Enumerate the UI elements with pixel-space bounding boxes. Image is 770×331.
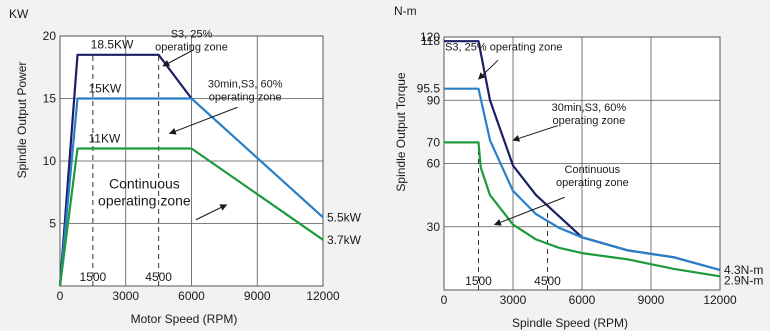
power-y-axis-label: Spindle Output Power <box>15 62 29 179</box>
series-line-2 <box>444 141 721 278</box>
x-tick-label: 12000 <box>306 289 340 303</box>
operating-zone-label-line: Continuous <box>109 176 180 192</box>
torque-x-axis-label: Spindle Speed (RPM) <box>512 316 628 330</box>
x-tick-label: 0 <box>57 289 64 303</box>
operating-zone-label-line: operating zone <box>155 41 228 53</box>
torque-unit-label: N-m <box>394 4 417 18</box>
reference-line-label: 1500 <box>80 270 107 284</box>
operating-zone-label: S3, 25% operating zone <box>445 42 562 54</box>
operating-zone-label-line: S3, 25% <box>171 28 213 40</box>
y-tick-label: 20 <box>43 29 57 43</box>
operating-zone-label-line: operating zone <box>556 177 629 189</box>
series-line-0 <box>58 53 193 287</box>
y-tick-label: 90 <box>427 93 441 107</box>
operating-zone-label-line: 30min,S3, 60% <box>208 78 283 90</box>
end-value-label: 5.5kW <box>327 210 362 224</box>
end-value-label: 4.3N-m <box>724 263 763 277</box>
y-tick-label: 60 <box>427 157 441 171</box>
operating-zone-arrow <box>168 106 238 135</box>
operating-zone-label: Continuous operating zone <box>98 176 191 209</box>
series-line-1 <box>444 87 721 272</box>
x-tick-label: 9000 <box>638 293 665 307</box>
reference-line-label: 1500 <box>465 274 492 288</box>
power-chart: KW Spindle Output Power Motor Speed (RPM… <box>9 7 362 326</box>
operating-zone-label: 30min,S3, 60% operating zone <box>552 102 627 127</box>
operating-zone-arrow <box>162 49 194 67</box>
operating-zone-label: Continuous operating zone <box>556 164 629 189</box>
power-plot-area: 0 3000 6000 9000 12000 5 10 15 20 1500 4500 18.5KW 1… <box>43 28 362 303</box>
operating-zone-arrow <box>477 59 499 80</box>
operating-zone-label-line: Continuous <box>565 164 621 176</box>
operating-zone-arrow <box>195 204 228 221</box>
x-tick-label: 3000 <box>500 293 527 307</box>
y-tick-label: 10 <box>43 154 57 168</box>
x-tick-label: 12000 <box>703 293 737 307</box>
x-tick-label: 3000 <box>112 289 139 303</box>
peak-value-label: 18.5KW <box>91 38 134 52</box>
operating-zone-label-line: operating zone <box>553 115 626 127</box>
operating-zone-arrow <box>512 125 559 142</box>
y-tick-label: 70 <box>427 135 441 149</box>
operating-zone-label-line: operating zone <box>209 91 282 103</box>
torque-chart: N-m Spindle Output Torque Spindle Speed … <box>394 4 763 330</box>
operating-zone-label: 30min,S3, 60% operating zone <box>208 78 283 103</box>
power-unit-label: KW <box>9 7 29 21</box>
end-value-label: 3.7kW <box>327 233 362 247</box>
series-line-2 <box>58 147 324 287</box>
series-line-1 <box>58 97 324 287</box>
y-tick-label: 30 <box>427 220 441 234</box>
reference-line-label: 4500 <box>534 274 561 288</box>
operating-zone-label: S3, 25% operating zone <box>155 28 228 53</box>
y-tick-label: 120 <box>420 30 440 44</box>
operating-zone-label-line: operating zone <box>98 193 191 209</box>
end-value-label: 2.9N-m <box>724 274 763 288</box>
y-tick-label: 15 <box>43 92 57 106</box>
x-tick-label: 0 <box>441 293 448 307</box>
operating-zone-arrow <box>493 196 565 226</box>
operating-zone-label-line: 30min,S3, 60% <box>552 102 627 114</box>
y-tick-label: 118 <box>421 34 440 48</box>
peak-value-label: 15KW <box>88 81 121 95</box>
y-tick-label: 95.5 <box>417 82 441 96</box>
reference-line-label: 4500 <box>145 270 172 284</box>
peak-value-label: 11KW <box>88 131 120 145</box>
x-tick-label: 6000 <box>569 293 596 307</box>
operating-zone-label-line: S3, 25% operating zone <box>445 42 562 54</box>
x-tick-label: 6000 <box>178 289 205 303</box>
power-x-axis-label: Motor Speed (RPM) <box>131 312 238 326</box>
torque-y-axis-label: Spindle Output Torque <box>394 72 408 192</box>
y-tick-label: 5 <box>49 217 56 231</box>
x-tick-label: 9000 <box>244 289 271 303</box>
